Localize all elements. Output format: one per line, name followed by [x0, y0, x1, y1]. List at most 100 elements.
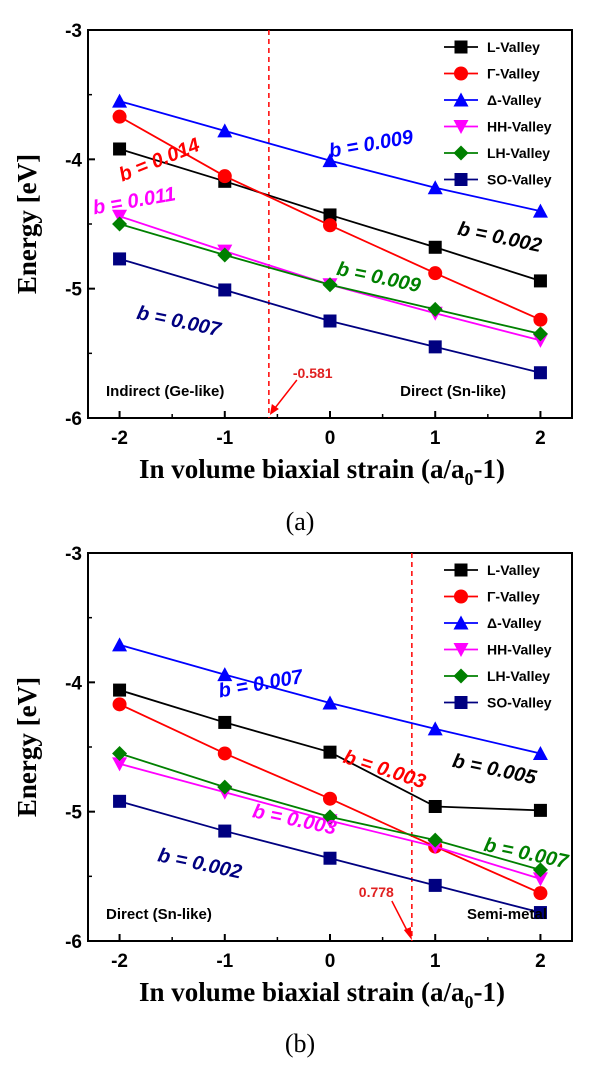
- slope-annotation: b = 0.005: [450, 750, 539, 789]
- data-point-Δ-Valley: [112, 637, 128, 652]
- data-point-L-Valley: [113, 683, 127, 697]
- legend-label: LH-Valley: [487, 145, 550, 161]
- y-tick-label: -5: [65, 803, 82, 824]
- x-axis-title-subscript: 0: [465, 469, 474, 489]
- data-point-Γ-Valley: [428, 266, 443, 281]
- data-point-Γ-Valley: [533, 886, 548, 901]
- data-point-L-Valley: [323, 745, 337, 759]
- slope-annotation: b = 0.009: [335, 258, 424, 297]
- y-tick-label: -3: [65, 544, 82, 565]
- x-tick-label: 1: [430, 428, 441, 449]
- y-tick-label: -4: [65, 150, 82, 171]
- data-point-Δ-Valley: [427, 721, 443, 736]
- legend-marker: [454, 66, 468, 81]
- chart-b: -6 -5 -4 -3 -2 -1 0 1 2 L-Valley Γ-Valley Δ-Valley H…: [12, 544, 573, 1058]
- legend-marker: [454, 40, 468, 54]
- x-axis-title: In volume biaxial strain (a/a0-1): [139, 977, 505, 1012]
- figure-caption: (b): [285, 1029, 315, 1058]
- y-axis-title: Energy [eV]: [12, 154, 42, 294]
- y-tick-label: -3: [65, 21, 82, 42]
- legend-label: Γ-Valley: [487, 66, 540, 82]
- x-axis-title-tail: -1): [474, 977, 505, 1007]
- legend-label: SO-Valley: [487, 695, 552, 711]
- data-point-Γ-Valley: [323, 791, 337, 806]
- slope-annotation: b = 0.002: [156, 844, 244, 883]
- data-point-LH-Valley: [322, 809, 338, 825]
- data-point-Δ-Valley: [322, 695, 338, 710]
- x-axis-title-main: In volume biaxial strain (a/a: [139, 454, 465, 484]
- data-point-Γ-Valley: [217, 169, 232, 184]
- legend-marker: [453, 120, 469, 134]
- x-tick-label: -2: [111, 951, 128, 972]
- data-point-LH-Valley: [322, 277, 338, 293]
- data-point-Γ-Valley: [217, 746, 232, 761]
- data-point-Δ-Valley: [427, 180, 443, 195]
- data-point-L-Valley: [428, 799, 442, 813]
- data-point-Δ-Valley: [217, 123, 233, 138]
- divider-arrowhead: [403, 927, 412, 940]
- data-point-SO-Valley: [428, 878, 442, 892]
- region-left-label: Direct (Sn-like): [106, 906, 212, 923]
- y-tick-label: -4: [65, 673, 82, 694]
- data-point-Δ-Valley: [532, 745, 548, 760]
- x-axis-title: In volume biaxial strain (a/a0-1): [139, 454, 505, 489]
- data-point-SO-Valley: [533, 366, 547, 380]
- legend-label: HH-Valley: [487, 119, 552, 135]
- data-point-L-Valley: [533, 274, 547, 288]
- data-point-LH-Valley: [112, 216, 128, 232]
- legend-marker: [454, 589, 468, 604]
- data-point-HH-Valley: [112, 757, 128, 772]
- data-point-SO-Valley: [323, 851, 337, 865]
- data-point-Γ-Valley: [112, 697, 127, 712]
- legend-marker: [454, 563, 468, 577]
- x-tick-label: 0: [325, 951, 336, 972]
- region-left-label: Indirect (Ge-like): [106, 383, 224, 400]
- data-point-LH-Valley: [217, 779, 233, 795]
- data-point-Δ-Valley: [322, 153, 338, 168]
- slope-annotation: b = 0.014: [116, 134, 203, 186]
- data-point-HH-Valley: [532, 872, 548, 887]
- data-point-L-Valley: [428, 240, 442, 254]
- legend-label: SO-Valley: [487, 172, 552, 188]
- region-right-label: Direct (Sn-like): [400, 383, 506, 400]
- divider-value-label: -0.581: [293, 365, 333, 381]
- data-point-SO-Valley: [113, 252, 127, 266]
- region-right-label: Semi-metal: [467, 906, 547, 923]
- x-axis-title-main: In volume biaxial strain (a/a: [139, 977, 465, 1007]
- data-point-L-Valley: [113, 142, 127, 156]
- legend-marker: [453, 145, 469, 161]
- data-point-Δ-Valley: [112, 93, 128, 108]
- legend-label: Δ-Valley: [487, 615, 542, 631]
- x-tick-label: -1: [216, 428, 233, 449]
- legend-marker: [453, 668, 469, 684]
- data-point-Γ-Valley: [323, 218, 337, 233]
- data-point-LH-Valley: [427, 832, 443, 848]
- legend-label: Γ-Valley: [487, 589, 540, 605]
- legend-marker: [454, 696, 468, 709]
- data-point-L-Valley: [323, 208, 337, 222]
- data-point-SO-Valley: [428, 340, 442, 354]
- data-point-L-Valley: [533, 803, 547, 817]
- legend-marker: [453, 92, 469, 107]
- data-point-SO-Valley: [533, 906, 547, 920]
- data-point-L-Valley: [218, 715, 232, 729]
- data-point-LH-Valley: [427, 301, 443, 317]
- divider-arrow: [271, 379, 298, 413]
- legend-label: L-Valley: [487, 562, 540, 578]
- x-axis-title-tail: -1): [474, 454, 505, 484]
- x-tick-label: 2: [535, 428, 546, 449]
- legend-marker: [454, 173, 468, 186]
- divider-value-label: 0.778: [359, 884, 394, 900]
- slope-annotation: b = 0.009: [327, 126, 415, 163]
- slope-annotation: b = 0.007: [135, 302, 224, 341]
- slope-annotation: b = 0.002: [456, 218, 544, 257]
- chart-a: -6 -5 -4 -3 -2 -1 0 1 2 L-Valley Γ-Valley Δ-Valley H…: [12, 21, 573, 536]
- data-point-Γ-Valley: [112, 109, 127, 124]
- slope-annotation: b = 0.007: [217, 666, 305, 703]
- data-point-Γ-Valley: [533, 312, 548, 327]
- slope-annotation: b = 0.003: [341, 746, 429, 793]
- legend-label: LH-Valley: [487, 668, 550, 684]
- legend-label: L-Valley: [487, 39, 540, 55]
- data-point-LH-Valley: [532, 862, 548, 878]
- data-point-Δ-Valley: [532, 203, 548, 218]
